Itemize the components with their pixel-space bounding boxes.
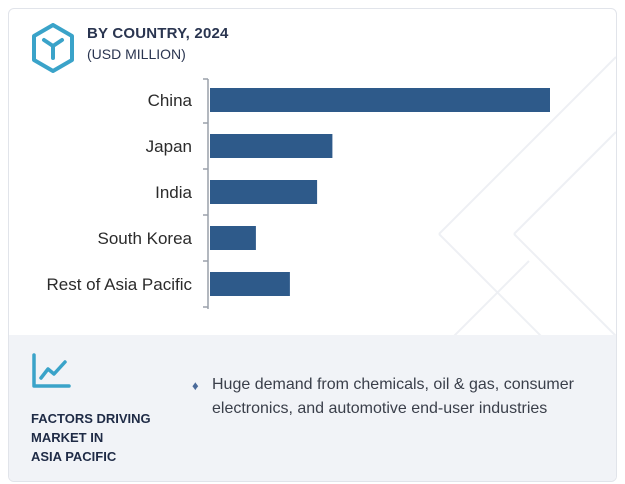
chart-subtitle: (USD MILLION) [87, 46, 186, 62]
category-label: China [148, 91, 193, 110]
chart-title: BY COUNTRY, 2024 [87, 25, 229, 42]
factor-item: Huge demand from chemicals, oil & gas, c… [212, 376, 574, 417]
bar-chart: China Japan India South Korea Rest of Asia P… [46, 78, 550, 309]
cube-logo-icon [32, 23, 74, 73]
bar-rest-of-asia-pacific [210, 272, 290, 296]
category-label: India [155, 183, 192, 202]
category-label: Japan [146, 137, 192, 156]
bullet-diamond-icon: ♦ [192, 378, 199, 393]
trend-chart-icon [32, 353, 71, 388]
category-label: Rest of Asia Pacific [46, 275, 192, 294]
bar-china [210, 88, 550, 112]
bar-south-korea [210, 226, 256, 250]
category-label: South Korea [97, 229, 192, 248]
factors-panel: FACTORS DRIVING MARKET IN ASIA PACIFIC ♦… [9, 335, 616, 481]
report-card: BY COUNTRY, 2024 (USD MILLION) China Japa… [8, 8, 617, 482]
bar-india [210, 180, 318, 204]
factors-title: FACTORS DRIVING MARKET IN ASIA PACIFIC [31, 411, 151, 464]
bar-japan [210, 134, 333, 158]
